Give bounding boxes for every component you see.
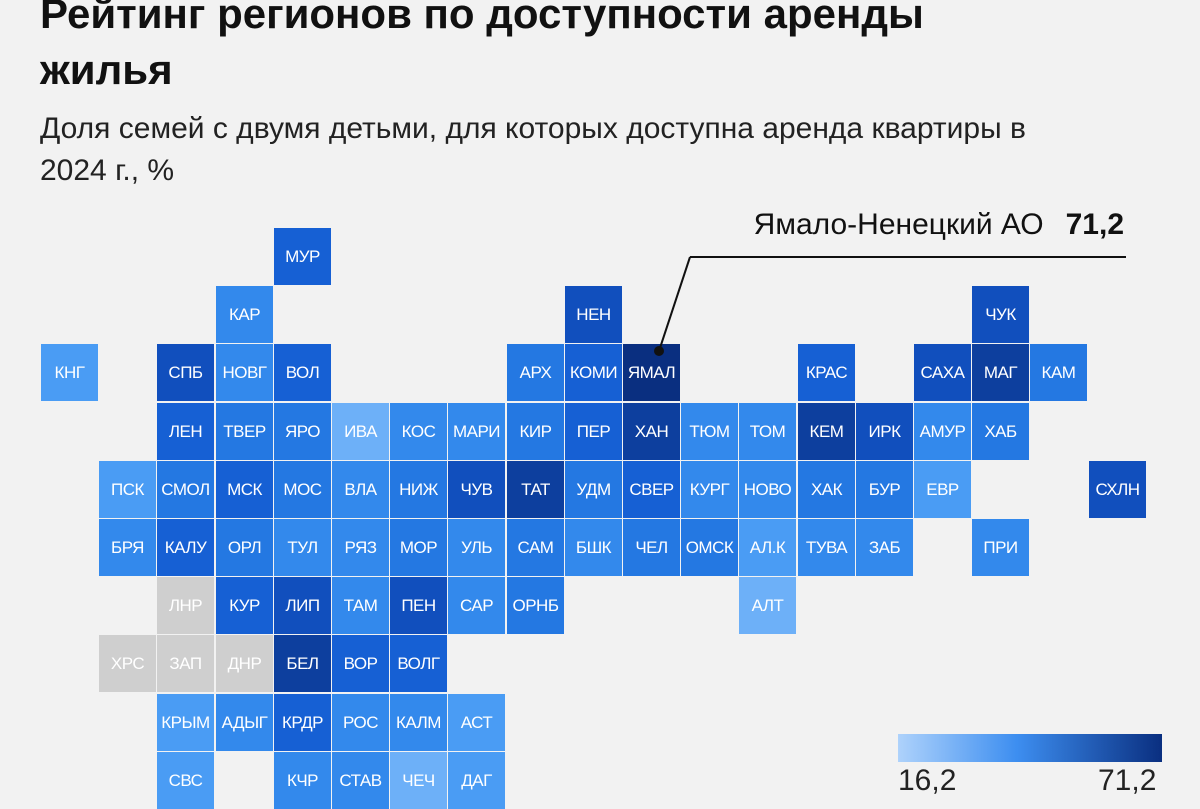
region-tile: МСК bbox=[216, 461, 273, 518]
region-tile: БУР bbox=[856, 461, 913, 518]
region-tile: КЧР bbox=[274, 752, 331, 809]
region-tile: КУР bbox=[216, 577, 273, 634]
region-tile: ТУЛ bbox=[274, 519, 331, 576]
page-title: Рейтинг регионов по доступности аренды ж… bbox=[40, 0, 924, 93]
region-tile: СВС bbox=[157, 752, 214, 809]
region-tile: КЕМ bbox=[798, 403, 855, 460]
region-tile: КРЫМ bbox=[157, 694, 214, 751]
region-tile: КНГ bbox=[41, 344, 98, 401]
region-tile: ХАБ bbox=[972, 403, 1029, 460]
region-tile: ВОЛГ bbox=[390, 635, 447, 692]
region-tile: ТАМ bbox=[332, 577, 389, 634]
region-tile: АРХ bbox=[507, 344, 564, 401]
region-tile: АМУР bbox=[914, 403, 971, 460]
region-tile: ОРЛ bbox=[216, 519, 273, 576]
region-tile: ВОЛ bbox=[274, 344, 331, 401]
region-tile: МАРИ bbox=[448, 403, 505, 460]
region-tile: ЧЕЛ bbox=[623, 519, 680, 576]
region-tile: РЯЗ bbox=[332, 519, 389, 576]
region-tile: МАГ bbox=[972, 344, 1029, 401]
region-tile: САХА bbox=[914, 344, 971, 401]
region-tile: НЕН bbox=[565, 286, 622, 343]
legend-gradient-bar bbox=[898, 734, 1162, 762]
region-tile: ТЮМ bbox=[681, 403, 738, 460]
callout: Ямало-Ненецкий АО 71,2 bbox=[754, 208, 1124, 242]
region-tile: КАМ bbox=[1030, 344, 1087, 401]
region-tile: ЛЕН bbox=[157, 403, 214, 460]
legend-min: 16,2 bbox=[898, 764, 957, 797]
callout-dot bbox=[654, 346, 664, 356]
region-tile: ЧУК bbox=[972, 286, 1029, 343]
region-tile: ЛНР bbox=[157, 577, 214, 634]
region-tile: БРЯ bbox=[99, 519, 156, 576]
region-tile: КОС bbox=[390, 403, 447, 460]
region-tile: КАЛМ bbox=[390, 694, 447, 751]
region-tile: УЛЬ bbox=[448, 519, 505, 576]
callout-region: Ямало-Ненецкий АО bbox=[753, 208, 1044, 241]
region-tile: ЧЕЧ bbox=[390, 752, 447, 809]
region-tile: ЯРО bbox=[274, 403, 331, 460]
region-tile: ДАГ bbox=[448, 752, 505, 809]
region-tile: МОС bbox=[274, 461, 331, 518]
region-tile: СТАВ bbox=[332, 752, 389, 809]
region-tile: КАЛУ bbox=[157, 519, 214, 576]
region-tile: ТОМ bbox=[739, 403, 796, 460]
region-tile: АЛТ bbox=[739, 577, 796, 634]
region-tile: КОМИ bbox=[565, 344, 622, 401]
callout-value: 71,2 bbox=[1065, 208, 1124, 241]
region-tile: БШК bbox=[565, 519, 622, 576]
region-tile: ЕВР bbox=[914, 461, 971, 518]
region-tile: ПРИ bbox=[972, 519, 1029, 576]
region-tile: ОМСК bbox=[681, 519, 738, 576]
region-tile: АДЫГ bbox=[216, 694, 273, 751]
region-tile: СХЛН bbox=[1089, 461, 1146, 518]
region-tile: АСТ bbox=[448, 694, 505, 751]
region-tile: НОВГ bbox=[216, 344, 273, 401]
region-tile: ХРС bbox=[99, 635, 156, 692]
region-tile: ХАК bbox=[798, 461, 855, 518]
region-tile: КАР bbox=[216, 286, 273, 343]
region-tile: ЗАП bbox=[157, 635, 214, 692]
region-tile: АЛ.К bbox=[739, 519, 796, 576]
callout-underline bbox=[690, 256, 1126, 258]
region-tile: СПБ bbox=[157, 344, 214, 401]
region-tile: ЧУВ bbox=[448, 461, 505, 518]
region-tile: ЯМАЛ bbox=[623, 344, 680, 401]
region-tile: ТАТ bbox=[507, 461, 564, 518]
region-tile: ОРНБ bbox=[507, 577, 564, 634]
region-tile: ХАН bbox=[623, 403, 680, 460]
region-tile: ТВЕР bbox=[216, 403, 273, 460]
region-tile: ТУВА bbox=[798, 519, 855, 576]
region-tile: ДНР bbox=[216, 635, 273, 692]
region-tile: НИЖ bbox=[390, 461, 447, 518]
region-tile: САР bbox=[448, 577, 505, 634]
region-tile: УДМ bbox=[565, 461, 622, 518]
region-tile: РОС bbox=[332, 694, 389, 751]
region-tile: ЛИП bbox=[274, 577, 331, 634]
region-tile: КИР bbox=[507, 403, 564, 460]
region-tile: СМОЛ bbox=[157, 461, 214, 518]
region-tile: МУР bbox=[274, 228, 331, 285]
region-tile: КРДР bbox=[274, 694, 331, 751]
region-tile: БЕЛ bbox=[274, 635, 331, 692]
region-tile: ЗАБ bbox=[856, 519, 913, 576]
region-tile: САМ bbox=[507, 519, 564, 576]
page-subtitle: Доля семей с двумя детьми, для которых д… bbox=[40, 112, 1026, 187]
legend-max: 71,2 bbox=[1098, 764, 1157, 797]
region-tile: ПСК bbox=[99, 461, 156, 518]
region-tile: МОР bbox=[390, 519, 447, 576]
region-tile: ВЛА bbox=[332, 461, 389, 518]
region-tile: ИРК bbox=[856, 403, 913, 460]
region-tile: ПЕР bbox=[565, 403, 622, 460]
region-tile: КУРГ bbox=[681, 461, 738, 518]
region-tile: ВОР bbox=[332, 635, 389, 692]
region-tile: ИВА bbox=[332, 403, 389, 460]
region-tile: ПЕН bbox=[390, 577, 447, 634]
region-tile: НОВО bbox=[739, 461, 796, 518]
region-tile: СВЕР bbox=[623, 461, 680, 518]
region-tile: КРАС bbox=[798, 344, 855, 401]
